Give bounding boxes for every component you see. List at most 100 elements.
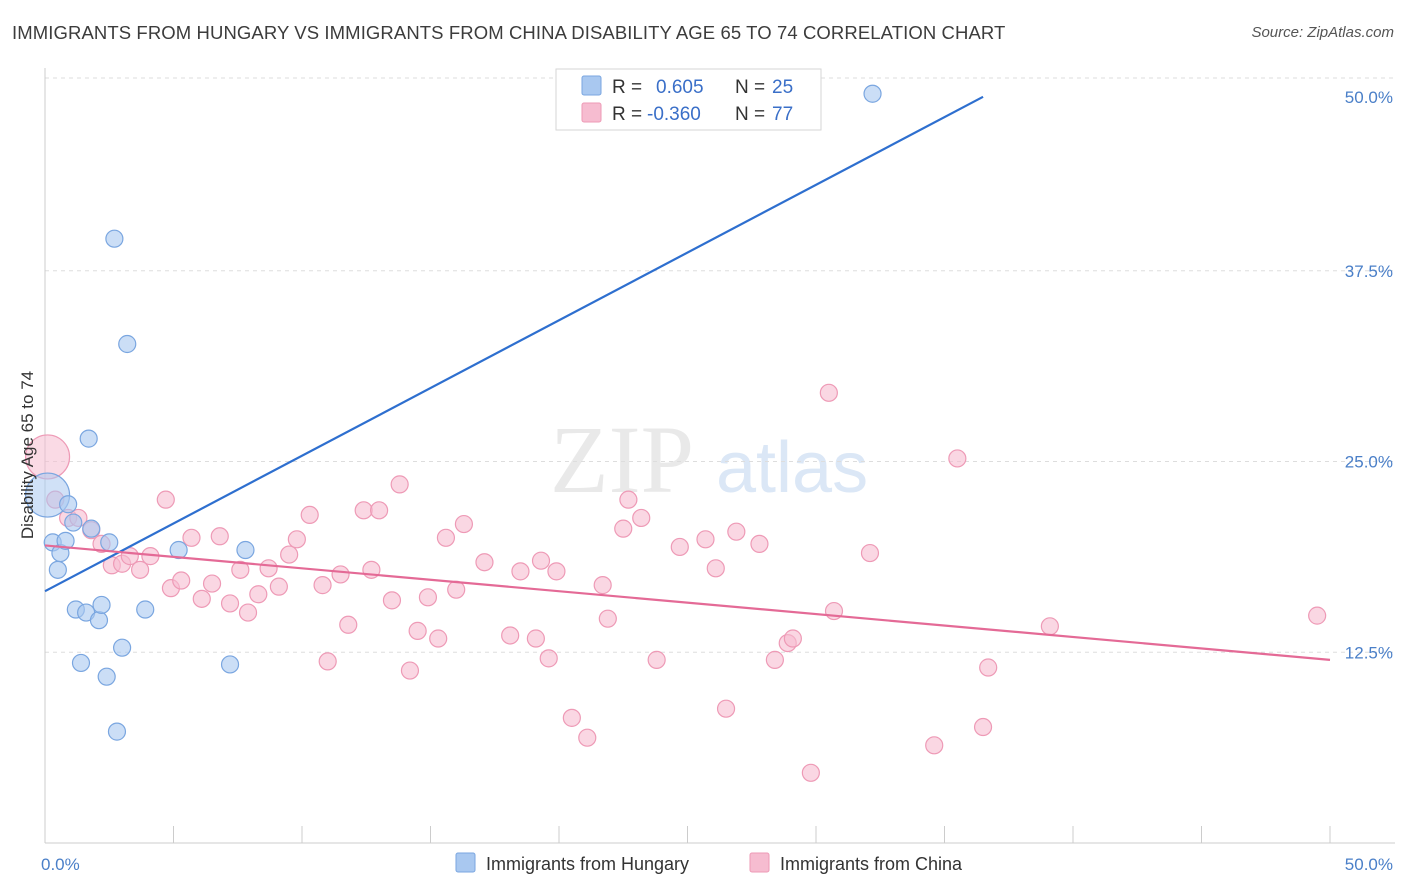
- x-tick-labels: 0.0% 50.0%: [41, 855, 1393, 874]
- point-hungary: [56, 531, 75, 550]
- point-china: [750, 534, 769, 554]
- trend-lines: [44, 95, 1331, 661]
- point-china: [313, 576, 332, 595]
- point-china: [1308, 606, 1327, 625]
- point-china: [593, 576, 612, 595]
- point-china: [249, 585, 268, 604]
- legend-r-value-hungary: 0.605: [656, 77, 704, 98]
- point-hungary: [169, 540, 188, 560]
- point-china: [578, 728, 597, 747]
- point-china: [526, 629, 545, 648]
- point-china: [948, 449, 967, 468]
- point-china: [182, 528, 201, 547]
- point-china: [819, 383, 838, 402]
- x-tick-label: 50.0%: [1345, 855, 1393, 874]
- point-china: [259, 559, 278, 578]
- point-china: [925, 736, 944, 755]
- point-china: [400, 661, 420, 680]
- point-china: [331, 565, 350, 584]
- point-china: [436, 528, 456, 547]
- point-china: [647, 650, 666, 669]
- point-china: [354, 501, 373, 520]
- point-china: [339, 615, 358, 634]
- watermark: ZIP atlas: [550, 406, 868, 513]
- point-china: [562, 708, 581, 727]
- point-hungary: [105, 229, 124, 248]
- point-china: [531, 551, 551, 570]
- legend-n-value-hungary: 25: [772, 77, 793, 98]
- point-china: [408, 621, 427, 640]
- point-china: [300, 505, 319, 525]
- point-china: [287, 530, 306, 549]
- chart-title: IMMIGRANTS FROM HUNGARY VS IMMIGRANTS FR…: [12, 22, 1006, 43]
- point-hungary: [136, 600, 155, 619]
- legend-r-value-china: -0.360: [647, 104, 701, 125]
- point-china: [318, 652, 337, 671]
- point-hungary: [92, 595, 111, 615]
- point-china: [156, 490, 175, 509]
- y-axis-label: Disability Age 65 to 74: [18, 371, 37, 539]
- point-china: [280, 545, 299, 564]
- point-hungary: [220, 655, 240, 674]
- legend-bottom-label-china: Immigrants from China: [780, 854, 963, 874]
- legend-bottom-swatch-hungary: [455, 852, 476, 873]
- point-china: [454, 514, 474, 534]
- point-hungary: [64, 513, 83, 532]
- point-china: [1040, 617, 1059, 636]
- legend-n-label-hungary: N =: [735, 77, 765, 98]
- y-tick-label: 25.0%: [1345, 453, 1393, 472]
- point-china: [706, 559, 725, 578]
- legend-bottom: Immigrants from Hungary Immigrants from …: [455, 852, 963, 874]
- point-china: [614, 519, 633, 538]
- point-china: [619, 490, 638, 509]
- source-credit: Source: ZipAtlas.com: [1251, 24, 1394, 41]
- point-hungary: [59, 495, 78, 514]
- point-hungary: [89, 611, 109, 630]
- point-china: [220, 594, 240, 613]
- point-china: [370, 501, 389, 520]
- legend-n-label-china: N =: [735, 104, 765, 125]
- legend-swatch-hungary: [581, 75, 602, 96]
- point-china: [979, 658, 998, 677]
- point-hungary: [79, 429, 98, 448]
- point-china: [447, 580, 466, 599]
- point-china: [475, 553, 494, 572]
- point-china: [973, 717, 993, 737]
- point-china: [727, 522, 746, 541]
- point-china: [210, 527, 229, 546]
- point-china: [172, 571, 191, 590]
- point-china: [765, 650, 784, 669]
- point-china: [202, 574, 222, 593]
- point-china: [429, 629, 448, 648]
- y-tick-label: 50.0%: [1345, 88, 1393, 107]
- point-hungary: [82, 519, 101, 538]
- point-hungary: [107, 722, 127, 741]
- point-china: [269, 577, 288, 596]
- point-hungary: [24, 472, 71, 518]
- x-tick-label: 0.0%: [41, 855, 80, 874]
- point-china: [547, 562, 566, 581]
- point-china: [632, 508, 651, 528]
- point-china: [598, 609, 617, 628]
- point-hungary: [112, 638, 132, 657]
- point-china: [696, 530, 715, 549]
- point-china: [716, 699, 736, 718]
- legend-r-label-china: R =: [612, 104, 642, 125]
- point-china: [511, 562, 530, 581]
- trend-line-china: [44, 544, 1331, 661]
- trend-line-hungary: [44, 95, 984, 593]
- point-hungary: [48, 560, 67, 579]
- watermark-atlas: atlas: [716, 428, 868, 508]
- legend-n-value-china: 77: [772, 104, 793, 125]
- legend-swatch-china: [581, 102, 602, 123]
- point-hungary: [100, 533, 119, 552]
- legend-bottom-label-hungary: Immigrants from Hungary: [486, 854, 689, 874]
- point-china: [231, 560, 250, 579]
- point-china: [192, 589, 211, 608]
- point-hungary: [71, 653, 91, 673]
- point-hungary: [236, 540, 255, 560]
- legend-r-label-hungary: R =: [612, 77, 642, 98]
- point-china: [418, 588, 438, 607]
- legend-bottom-swatch-china: [749, 852, 770, 873]
